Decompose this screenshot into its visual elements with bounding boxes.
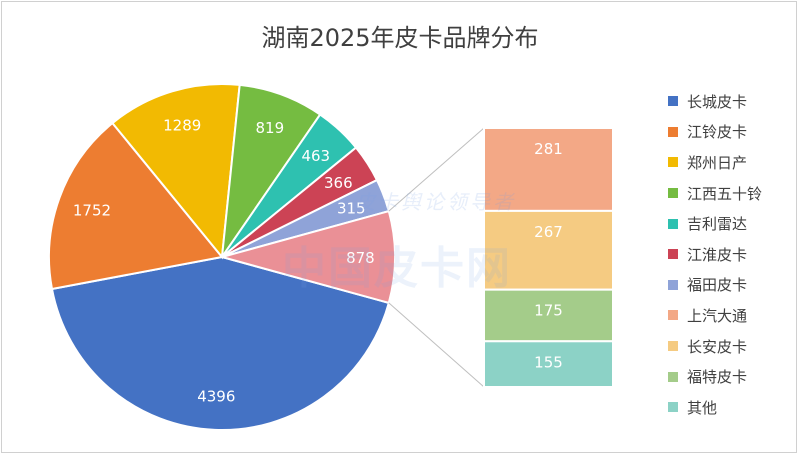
data-label: 463 [301, 147, 330, 165]
data-label: 878 [346, 249, 375, 267]
legend-swatch [668, 157, 678, 168]
legend-label: 江铃皮卡 [687, 123, 748, 142]
data-label: 315 [337, 200, 366, 218]
data-label: 366 [324, 174, 353, 192]
data-label: 267 [534, 223, 563, 241]
legend-swatch [668, 371, 678, 382]
data-label: 155 [534, 353, 563, 371]
legend-item: 福特皮卡 [668, 361, 762, 392]
bar-segment-长安皮卡 [483, 209, 614, 291]
legend-item: 上汽大通 [668, 300, 762, 331]
legend-label: 长城皮卡 [687, 92, 748, 111]
pie-slice-江铃皮卡 [48, 121, 224, 291]
legend-item: 江淮皮卡 [668, 239, 762, 270]
data-label: 1289 [163, 116, 201, 134]
legend-label: 福田皮卡 [687, 276, 748, 295]
legend-item: 福田皮卡 [668, 270, 762, 301]
pie-slice-郑州日产 [111, 83, 241, 260]
legend-label: 福特皮卡 [687, 368, 748, 387]
legend-swatch [668, 126, 678, 137]
data-label: 819 [255, 119, 284, 137]
legend-swatch [668, 188, 678, 199]
legend-item: 其他 [668, 392, 762, 423]
legend-item: 长城皮卡 [668, 86, 762, 117]
legend-swatch [668, 402, 678, 413]
legend-label: 其他 [687, 398, 718, 417]
legend-item: 江西五十铃 [668, 178, 762, 209]
legend-swatch [668, 249, 678, 260]
legend-swatch [668, 218, 678, 229]
legend-item: 长安皮卡 [668, 331, 762, 362]
legend-label: 江淮皮卡 [687, 245, 748, 264]
legend-label: 上汽大通 [687, 306, 748, 325]
data-label: 1752 [73, 202, 111, 220]
legend-item: 吉利雷达 [668, 208, 762, 239]
legend-item: 江铃皮卡 [668, 117, 762, 148]
legend-swatch [668, 96, 678, 107]
chart-title: 湖南2025年皮卡品牌分布 [261, 24, 539, 52]
legend-label: 吉利雷达 [687, 215, 748, 234]
legend-swatch [668, 279, 678, 290]
data-label: 175 [534, 302, 563, 320]
pie-slice-长城皮卡 [50, 255, 391, 431]
data-label: 4396 [197, 387, 235, 405]
legend-swatch [668, 341, 678, 352]
bar-segment-上汽大通 [483, 127, 614, 212]
connector-line-bottom [388, 302, 485, 388]
legend-swatch [668, 310, 678, 321]
bar-segment-其他 [483, 340, 614, 388]
legend-label: 长安皮卡 [687, 337, 748, 356]
legend-label: 江西五十铃 [687, 184, 763, 203]
pie-slice-other [218, 209, 396, 305]
legend: 长城皮卡江铃皮卡郑州日产江西五十铃吉利雷达江淮皮卡福田皮卡上汽大通长安皮卡福特皮… [668, 86, 762, 423]
data-label: 281 [534, 140, 563, 158]
legend-label: 郑州日产 [687, 153, 748, 172]
connector-line-top [388, 127, 485, 212]
legend-item: 郑州日产 [668, 147, 762, 178]
